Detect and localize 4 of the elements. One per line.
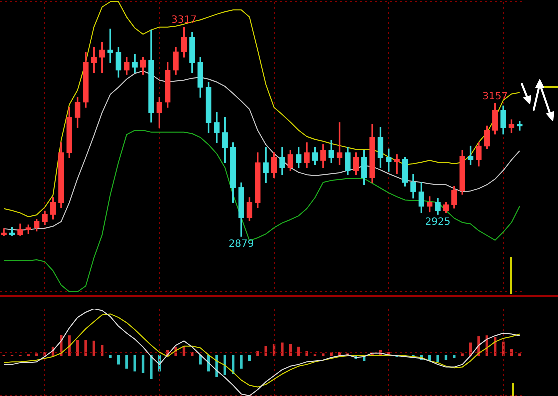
text: 2925 [425,217,451,228]
text: 3317 [171,14,197,26]
text: 2879 [228,239,254,250]
text: 3157 [482,91,508,102]
